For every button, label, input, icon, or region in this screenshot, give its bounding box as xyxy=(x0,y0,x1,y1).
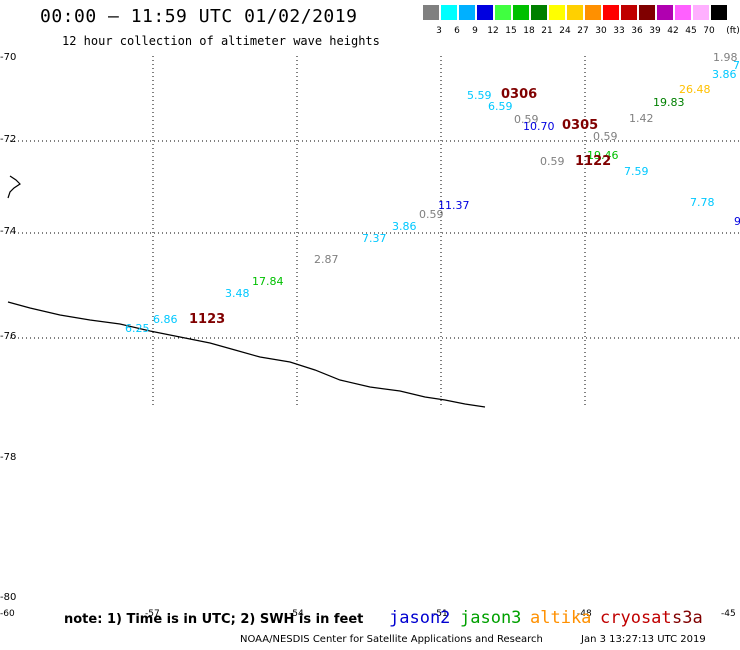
island-outline xyxy=(7,175,21,199)
colorbar-swatch xyxy=(495,5,511,20)
wave-height-label: 7.59 xyxy=(624,165,649,178)
satellite-legend-cryosat: cryosat xyxy=(600,608,672,628)
wave-height-label: 3.86 xyxy=(392,220,417,233)
pass-time-label: 0306 xyxy=(501,87,538,102)
colorbar-label: 9 xyxy=(472,26,478,36)
lon-label: -60 xyxy=(0,609,15,619)
colorbar-swatch xyxy=(477,5,493,20)
wave-height-label: 6.25 xyxy=(125,322,150,335)
wave-height-label: 9 xyxy=(734,215,740,228)
lat-label: -76 xyxy=(0,331,17,342)
lon-label: -48 xyxy=(577,609,592,619)
colorbar-swatch xyxy=(639,5,655,20)
lat-label: -80 xyxy=(0,592,17,603)
satellite-legend-jason2: jason2 xyxy=(389,608,451,628)
graticule xyxy=(10,56,740,405)
colorbar-swatch xyxy=(441,5,457,20)
wave-height-label: 1.42 xyxy=(629,112,654,125)
map-subtitle: 12 hour collection of altimeter wave hei… xyxy=(62,34,380,48)
lat-label: -72 xyxy=(0,134,17,145)
wave-height-label: 11.37 xyxy=(438,199,470,212)
colorbar-label: 24 xyxy=(559,26,571,36)
colorbar-label: 33 xyxy=(613,26,625,36)
colorbar-label: 45 xyxy=(685,26,697,36)
wave-height-label: 7.78 xyxy=(690,196,715,209)
lon-label: -54 xyxy=(289,609,304,619)
colorbar-label: 36 xyxy=(631,26,643,36)
colorbar-label: 39 xyxy=(649,26,661,36)
colorbar-label: 3 xyxy=(436,26,442,36)
colorbar-label: 27 xyxy=(577,26,589,36)
wave-height-label: 2.87 xyxy=(314,253,339,266)
colorbar-label: 6 xyxy=(454,26,460,36)
wave-height-label: 1.98 xyxy=(713,51,738,64)
lat-label: -70 xyxy=(0,52,17,63)
colorbar-swatch xyxy=(657,5,673,20)
colorbar-label: 30 xyxy=(595,26,607,36)
lon-label: -57 xyxy=(145,609,160,619)
wave-height-label: 26.48 xyxy=(679,83,711,96)
wave-height-label: 0.59 xyxy=(540,155,565,168)
pass-time-label: 1123 xyxy=(189,312,226,327)
wave-height-label: 19.83 xyxy=(653,96,685,109)
wave-height-label: 5.59 xyxy=(467,89,492,102)
wave-height-label: 7.37 xyxy=(362,232,387,245)
colorbar-label: 42 xyxy=(667,26,679,36)
lon-label: -51 xyxy=(433,609,448,619)
colorbar-label: 15 xyxy=(505,26,517,36)
footnote: note: 1) Time is in UTC; 2) SWH is in fe… xyxy=(64,612,364,627)
wave-height-label: 7 xyxy=(733,59,740,72)
lat-label: -78 xyxy=(0,452,17,463)
colorbar-label: 12 xyxy=(487,26,499,36)
wave-height-label: 0.59 xyxy=(593,130,618,143)
satellite-legend-altika: altika xyxy=(530,608,592,628)
lon-label: -45 xyxy=(721,609,736,619)
coastline xyxy=(7,301,486,408)
pass-time-label: 1122 xyxy=(575,154,612,169)
colorbar-swatch xyxy=(693,5,709,20)
wave-height-label: 19.46 xyxy=(587,149,619,162)
wave-height-label: 3.86 xyxy=(712,68,737,81)
colorbar-swatch xyxy=(459,5,475,20)
pass-time-label: 0305 xyxy=(562,118,599,133)
colorbar-swatch xyxy=(549,5,565,20)
colorbar-swatch xyxy=(621,5,637,20)
colorbar-swatch xyxy=(711,5,727,20)
colorbar-swatch xyxy=(531,5,547,20)
colorbar-swatch xyxy=(513,5,529,20)
wave-height-label: 6.59 xyxy=(488,100,513,113)
wave-height-label: 3.48 xyxy=(225,287,250,300)
wave-height-label: 17.84 xyxy=(252,275,284,288)
run-timestamp: Jan 3 13:27:13 UTC 2019 xyxy=(581,634,706,645)
lat-label: -74 xyxy=(0,226,17,237)
wave-height-label: 10.70 xyxy=(523,120,555,133)
colorbar-label: 18 xyxy=(523,26,535,36)
colorbar-swatch xyxy=(603,5,619,20)
colorbar-label: 70 xyxy=(703,26,715,36)
wave-height-label: 0.59 xyxy=(419,208,444,221)
credit-line: NOAA/NESDIS Center for Satellite Applica… xyxy=(240,634,543,645)
colorbar-label: 21 xyxy=(541,26,553,36)
satellite-legend-jason3: jason3 xyxy=(460,608,522,628)
colorbar-unit: (ft) xyxy=(726,26,740,36)
colorbar-swatch xyxy=(585,5,601,20)
colorbar-swatch xyxy=(423,5,439,20)
colorbar-swatch xyxy=(675,5,691,20)
map-title: 00:00 – 11:59 UTC 01/02/2019 xyxy=(40,6,358,27)
colorbar-swatch xyxy=(567,5,583,20)
satellite-legend-s3a: s3a xyxy=(672,608,703,628)
wave-height-label: 0.59 xyxy=(514,113,539,126)
wave-height-label: 6.86 xyxy=(153,313,178,326)
